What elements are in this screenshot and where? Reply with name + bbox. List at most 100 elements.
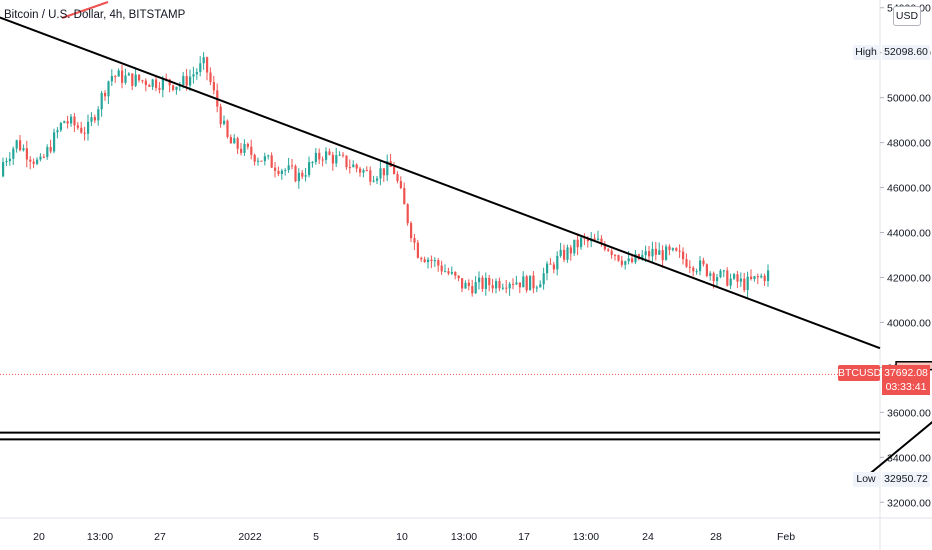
candle-body [444, 271, 447, 273]
candle-body [518, 282, 521, 288]
candle-body [199, 63, 202, 73]
candle-body [59, 122, 62, 131]
candle-body [427, 259, 430, 263]
candle-body [226, 120, 229, 138]
candle-body [739, 278, 742, 282]
price-axis-label: 48000.00 [887, 138, 931, 150]
candle-body [661, 250, 664, 261]
candle-body [685, 259, 688, 267]
candle-body [433, 260, 436, 262]
candle-body [277, 170, 280, 174]
candle-body [104, 92, 107, 97]
candle-body [342, 154, 345, 156]
candle-body [597, 238, 600, 240]
candle-body [12, 148, 15, 159]
price-axis-label: 32000.00 [887, 497, 931, 509]
candle-body [498, 281, 501, 289]
candle-body [512, 283, 515, 285]
candle-body [665, 246, 668, 261]
candle-body [461, 278, 464, 289]
candle-body [675, 248, 678, 251]
candle-body [267, 155, 270, 157]
candle-body [603, 243, 606, 250]
candle-body [515, 282, 518, 285]
candle-body [549, 263, 552, 265]
candle-body [76, 125, 79, 128]
candle-body [488, 277, 491, 286]
candle-body [542, 273, 545, 285]
candle-body [325, 151, 328, 160]
candle-body [410, 223, 413, 239]
candle-body [491, 285, 494, 289]
candle-body [243, 143, 246, 153]
candle-body [121, 70, 124, 83]
candle-body [733, 274, 736, 279]
candle-body [399, 181, 402, 189]
candle-body [70, 116, 73, 124]
candle-body [158, 87, 161, 90]
candle-body [107, 81, 110, 97]
candle-body [440, 265, 443, 272]
candle-body [117, 70, 120, 77]
candle-body [753, 276, 756, 280]
candle-body [209, 72, 212, 83]
candle-body [457, 275, 460, 279]
candle-body [379, 168, 382, 179]
candle-body [93, 117, 96, 121]
candle-body [760, 275, 763, 278]
candle-body [182, 76, 185, 85]
candle-body [722, 270, 725, 272]
candle-body [372, 180, 375, 182]
candle-body [22, 148, 25, 151]
candle-body [202, 57, 205, 64]
candle-body [437, 260, 440, 266]
high-label: High [853, 45, 879, 60]
candle-body [627, 258, 630, 262]
ascending-trendline [861, 420, 932, 481]
candle-body [716, 277, 719, 282]
time-axis-label: 17 [518, 531, 530, 543]
last-price-value: 37692.08 [884, 367, 928, 379]
candle-body [144, 80, 147, 86]
candle-body [161, 78, 164, 90]
last-price-badge: 37692.08 03:33:41 [882, 365, 930, 395]
candle-body [508, 283, 511, 289]
candle-body [699, 260, 702, 272]
candle-body [321, 159, 324, 161]
candle-body [682, 251, 685, 260]
candle-body [253, 154, 256, 162]
candle-body [229, 137, 232, 144]
candle-body [522, 276, 525, 288]
candle-body [607, 249, 610, 251]
candle-body [5, 161, 8, 163]
time-axis-label: 2022 [238, 531, 262, 543]
time-axis-label: 13:00 [573, 531, 599, 543]
currency-selector[interactable]: USD [893, 6, 921, 26]
candle-body [172, 85, 175, 90]
time-axis-label: 20 [33, 531, 45, 543]
candle-body [644, 251, 647, 256]
candle-body [610, 250, 613, 255]
candle-body [454, 271, 457, 276]
candle-body [532, 275, 535, 289]
candle-body [83, 132, 86, 134]
candle-body [688, 266, 691, 268]
descending-trendline [0, 16, 881, 350]
candle-body [369, 170, 372, 182]
candle-body [49, 147, 52, 152]
bar-countdown: 03:33:41 [885, 381, 927, 393]
candle-body [73, 116, 76, 126]
candle-body [63, 121, 66, 123]
candle-body [304, 175, 307, 177]
symbol-badge: BTCUSD [838, 365, 882, 381]
candle-body [600, 238, 603, 244]
candle-body [386, 161, 389, 176]
candle-body [767, 270, 770, 281]
candle-body [294, 166, 297, 182]
time-axis-label: 10 [396, 531, 408, 543]
candle-body [746, 276, 749, 291]
candle-body [413, 238, 416, 243]
candle-body [668, 246, 671, 250]
candle-body [352, 164, 355, 168]
